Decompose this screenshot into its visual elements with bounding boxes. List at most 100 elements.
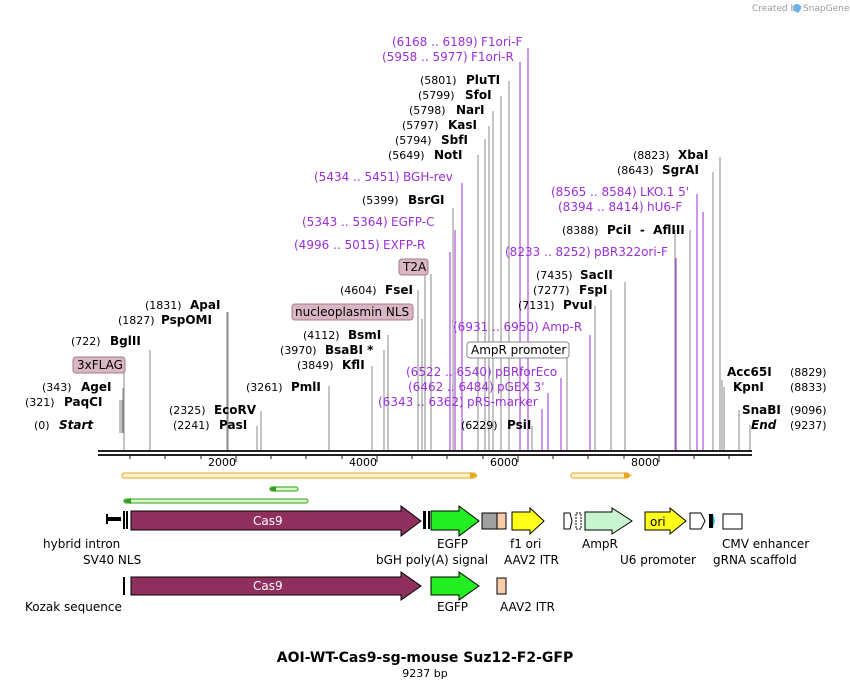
nls-text: nucleoplasmin NLS bbox=[295, 305, 409, 319]
cmv-enhancer-feature[interactable] bbox=[722, 513, 743, 530]
site-kfli[interactable]: (3849) KflI bbox=[297, 358, 365, 372]
f1-ori-feature[interactable] bbox=[511, 506, 545, 536]
site-position: (321) bbox=[25, 396, 55, 409]
site-pcii-afliii[interactable]: (8388) PciI - AflIII bbox=[562, 223, 685, 237]
primer-exfp-r[interactable]: (4996 .. 5015) EXFP-R bbox=[294, 238, 425, 252]
aav2-itr-feature-2[interactable] bbox=[496, 577, 507, 595]
site-name: NotI bbox=[434, 148, 463, 162]
site-nari[interactable]: (5798) NarI bbox=[409, 103, 485, 117]
site-name: FspI bbox=[579, 283, 607, 297]
site-fspi[interactable]: (7277) FspI bbox=[533, 283, 607, 297]
orf-forward-2[interactable] bbox=[570, 472, 632, 479]
primer-lko1-5[interactable]: (8565 .. 8584) LKO.1 5' bbox=[551, 185, 689, 199]
kozak-feature[interactable] bbox=[123, 577, 125, 595]
grna-scaffold-label: gRNA scaffold bbox=[713, 553, 797, 567]
site-apai[interactable]: (1831) ApaI bbox=[145, 298, 220, 312]
primer-hu6-f[interactable]: (8394 .. 8414) hU6-F bbox=[558, 200, 682, 214]
primer-name: F1ori-F bbox=[481, 35, 522, 49]
primer-range: (8394 .. 8414) bbox=[558, 200, 644, 214]
site-snabi[interactable]: SnaBI (9096) bbox=[742, 403, 827, 417]
sv40-nls-feature[interactable] bbox=[123, 511, 128, 529]
t2a-label[interactable]: T2A bbox=[398, 258, 429, 276]
primer-range: (4996 .. 5015) bbox=[294, 238, 380, 252]
bgh-polya-feature[interactable] bbox=[481, 512, 498, 530]
cas9-feature[interactable]: Cas9 bbox=[130, 505, 422, 537]
site-bglii[interactable]: (722) BglII bbox=[71, 334, 141, 348]
site-psii[interactable]: (6229) PsiI bbox=[461, 418, 531, 432]
orf-reverse-long[interactable] bbox=[123, 498, 309, 504]
site-agei[interactable]: (343) AgeI bbox=[42, 380, 111, 394]
primer-amp-r[interactable]: (6931 .. 6950) Amp-R bbox=[453, 320, 582, 334]
site-sgrai[interactable]: (8643) SgrAI bbox=[617, 163, 699, 177]
site-pluti[interactable]: (5801) PluTI bbox=[420, 73, 500, 87]
site-bsmi[interactable]: (4112) BsmI bbox=[303, 328, 381, 342]
primer-pbrforeco[interactable]: (6522 .. 6540) pBRforEco bbox=[406, 365, 557, 379]
site-pmli[interactable]: (3261) PmlI bbox=[246, 380, 321, 394]
site-name: SfoI bbox=[465, 88, 492, 102]
site-name: BglII bbox=[110, 334, 141, 348]
site-name: PluTI bbox=[466, 73, 500, 87]
site-position: (343) bbox=[42, 381, 72, 394]
site-sfoi[interactable]: (5799) SfoI bbox=[418, 88, 492, 102]
site-acc65i[interactable]: Acc65I (8829) bbox=[727, 365, 827, 379]
primer-pbr322ori-f[interactable]: (8233 .. 8252) pBR322ori-F bbox=[505, 245, 668, 259]
snapgene-brand: SnapGene bbox=[803, 4, 850, 14]
ori-feature[interactable]: ori bbox=[644, 506, 687, 536]
primer-f1ori-r[interactable]: (5958 .. 5977) F1ori-R bbox=[382, 50, 514, 64]
egfp-feature[interactable] bbox=[430, 505, 480, 537]
site-pasi[interactable]: (2241) PasI bbox=[173, 418, 247, 432]
site-name: EcoRV bbox=[214, 403, 257, 417]
aav2-itr-feature[interactable] bbox=[496, 512, 507, 530]
cas9-feature-2[interactable]: Cas9 bbox=[130, 571, 422, 601]
site-name: Start bbox=[59, 418, 94, 432]
ruler-tick-8000: 8000 bbox=[631, 456, 659, 469]
site-name: End bbox=[751, 418, 777, 432]
site-sacii[interactable]: (7435) SacII bbox=[536, 268, 613, 282]
site-paqci[interactable]: (321) PaqCI bbox=[25, 395, 102, 409]
egfp-feature-2[interactable] bbox=[430, 571, 480, 601]
primer-pgex-3[interactable]: (6462 .. 6484) pGEX 3' bbox=[408, 380, 544, 394]
primer-prs-marker[interactable]: (6343 .. 6362) pRS-marker bbox=[378, 395, 538, 409]
site-position: (5798) bbox=[409, 104, 446, 117]
ampr-feature[interactable] bbox=[575, 507, 633, 535]
3xflag-label[interactable]: 3xFLAG bbox=[72, 356, 126, 374]
site-kasi[interactable]: (5797) KasI bbox=[402, 118, 477, 132]
ruler-tick-4000: 4000 bbox=[349, 456, 377, 469]
primer-bgh-rev[interactable]: (5434 .. 5451) BGH-rev bbox=[314, 170, 453, 184]
site-end[interactable]: End (9237) bbox=[751, 418, 827, 432]
site-kpni[interactable]: KpnI (8833) bbox=[733, 380, 827, 394]
site-start[interactable]: (0) Start bbox=[34, 418, 94, 432]
site-ecorv[interactable]: (2325) EcoRV bbox=[169, 403, 257, 417]
hybrid-intron-feature[interactable] bbox=[106, 514, 121, 524]
site-position: (8829) bbox=[790, 366, 827, 379]
primer-f1ori-f[interactable]: (6168 .. 6189) F1ori-F bbox=[392, 35, 522, 49]
site-fsei[interactable]: (4604) FseI bbox=[340, 283, 413, 297]
orf-reverse-short[interactable] bbox=[269, 486, 299, 492]
u6-promoter-label: U6 promoter bbox=[620, 553, 696, 567]
site-bsrgi[interactable]: (5399) BsrGI bbox=[362, 193, 445, 207]
aav2-itr-label-2: AAV2 ITR bbox=[500, 600, 555, 614]
site-position: (5399) bbox=[362, 194, 399, 207]
site-sbfi[interactable]: (5794) SbfI bbox=[395, 133, 468, 147]
site-pvui[interactable]: (7131) PvuI bbox=[518, 298, 593, 312]
site-pspomi[interactable]: (1827) PspOMI bbox=[118, 313, 212, 327]
t2a-text: T2A bbox=[402, 260, 427, 274]
primer-leaders bbox=[449, 48, 704, 452]
u6-promoter-feature[interactable] bbox=[689, 512, 706, 530]
t2a-feature[interactable] bbox=[423, 511, 430, 529]
site-xbai[interactable]: (8823) XbaI bbox=[633, 148, 708, 162]
ampr-promoter-feature[interactable] bbox=[563, 512, 573, 530]
site-bsabi[interactable]: (3970) BsaBI * bbox=[280, 343, 374, 357]
orf-forward-1[interactable] bbox=[121, 472, 478, 479]
site-noti[interactable]: (5649) NotI bbox=[388, 148, 463, 162]
sequence-backbone bbox=[98, 450, 752, 456]
site-position: (4604) bbox=[340, 284, 377, 297]
site-name: PciI - AflIII bbox=[607, 223, 685, 237]
site-position: (7277) bbox=[533, 284, 570, 297]
nucleoplasmin-nls-label[interactable]: nucleoplasmin NLS bbox=[291, 303, 414, 321]
ampr-promoter-label[interactable]: AmpR promoter bbox=[466, 341, 570, 359]
primer-egfp-c[interactable]: (5343 .. 5364) EGFP-C bbox=[302, 215, 434, 229]
primer-name: pRS-marker bbox=[467, 395, 538, 409]
grna-scaffold-feature[interactable] bbox=[709, 514, 715, 528]
site-position: (6229) bbox=[461, 419, 498, 432]
